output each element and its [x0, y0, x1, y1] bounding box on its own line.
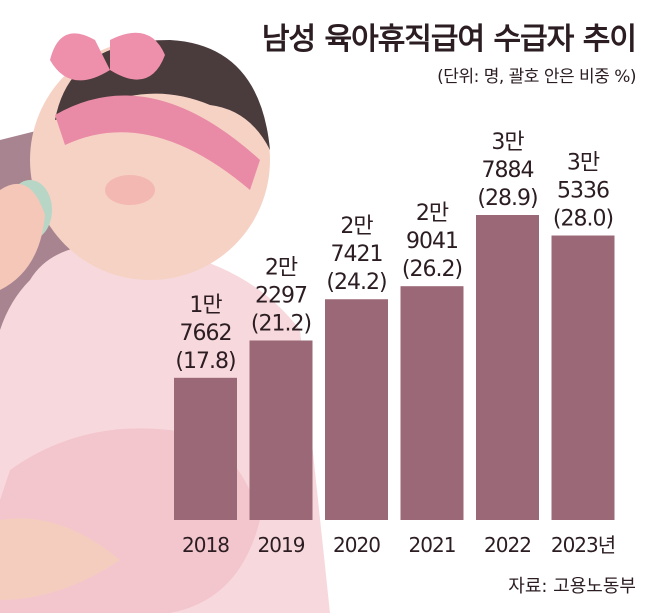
- value-labels-group: 1만 7662 (17.8) 2만 2297 (21.2) 2만 7421 (24.2) 2만 90…: [175, 130, 614, 374]
- value-label-2023년-1: 5336: [557, 179, 609, 204]
- value-label-2021-0: 2만: [416, 201, 449, 226]
- bars-group: [174, 215, 615, 520]
- value-label-2021-2: (26.2): [402, 257, 462, 282]
- source-note: 자료: 고용노동부: [508, 576, 636, 597]
- value-label-2018-0: 1만: [189, 293, 222, 318]
- value-label-2022-0: 3만: [491, 130, 524, 155]
- value-label-2023년-2: (28.0): [553, 207, 613, 232]
- x-tick-label-2022: 2022: [484, 533, 531, 557]
- bar-2020: [325, 299, 388, 520]
- bar-2019: [249, 340, 313, 520]
- value-label-2018-2: (17.8): [175, 349, 235, 374]
- value-label-2019-1: 2297: [255, 283, 307, 308]
- value-label-2021-1: 9041: [406, 229, 458, 254]
- value-label-2022-1: 7884: [482, 158, 534, 183]
- x-tick-labels-group: 2018 2019 2020 2021 2022 2023년: [182, 533, 616, 557]
- value-label-2020-0: 2만: [340, 214, 373, 239]
- value-label-2019-0: 2만: [265, 255, 298, 280]
- value-label-2022-2: (28.9): [477, 186, 537, 211]
- bar-2023년: [551, 235, 615, 520]
- value-label-2018-1: 7662: [180, 321, 232, 346]
- baby-cheek: [105, 175, 155, 205]
- bar-2018: [174, 377, 237, 520]
- chart-title: 남성 육아휴직급여 수급자 추이: [261, 22, 637, 57]
- x-tick-label-2021: 2021: [409, 533, 456, 557]
- value-label-2020-1: 7421: [331, 242, 383, 267]
- x-tick-label-2020: 2020: [333, 533, 380, 557]
- x-tick-label-2019: 2019: [258, 533, 305, 557]
- chart-subtitle: (단위: 명, 괄호 안은 비중 %): [437, 67, 636, 87]
- hand: [0, 183, 45, 290]
- value-label-2020-2: (24.2): [326, 270, 386, 295]
- x-tick-label-2018: 2018: [182, 533, 229, 557]
- x-tick-label-2023년: 2023년: [551, 533, 615, 557]
- lower-arm: [0, 518, 120, 600]
- value-label-2019-2: (21.2): [251, 311, 311, 336]
- bar-2022: [476, 215, 539, 520]
- bar-2021: [400, 286, 464, 520]
- headband-bow: [50, 32, 165, 81]
- value-label-2023년-0: 3만: [567, 151, 600, 176]
- headband: [55, 95, 260, 190]
